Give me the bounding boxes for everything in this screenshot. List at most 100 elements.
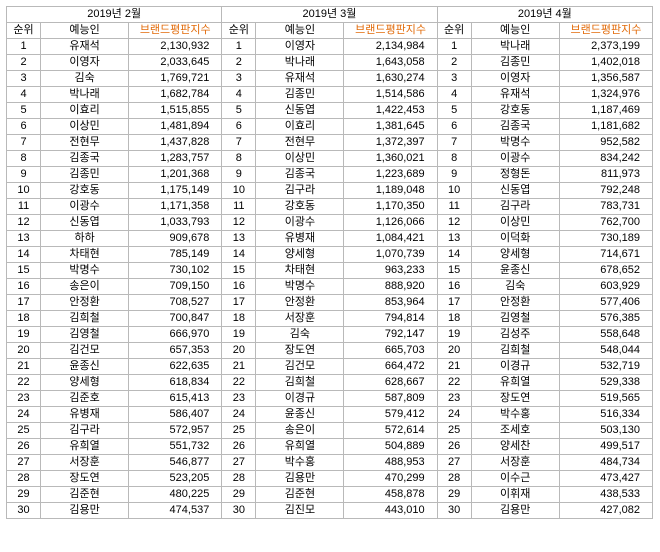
index-cell: 792,147 bbox=[343, 326, 438, 343]
name-cell: 박나래 bbox=[255, 54, 345, 71]
name-cell: 강호동 bbox=[255, 198, 345, 215]
index-cell: 1,356,587 bbox=[558, 70, 654, 87]
index-cell: 1,126,066 bbox=[343, 214, 438, 231]
name-cell: 조세호 bbox=[470, 422, 560, 439]
rank-cell: 30 bbox=[221, 502, 257, 519]
month-header-apr: 2019년 4월 bbox=[436, 6, 654, 23]
month-header-mar: 2019년 3월 bbox=[221, 6, 438, 23]
name-cell: 김구라 bbox=[255, 182, 345, 199]
rank-cell: 10 bbox=[436, 182, 472, 199]
name-cell: 김종민 bbox=[470, 54, 560, 71]
rank-cell: 8 bbox=[5, 150, 42, 167]
rank-cell: 11 bbox=[436, 198, 472, 215]
page: 2019년 2월 2019년 3월 2019년 4월 순위 예능인 브랜드평판지… bbox=[5, 6, 654, 519]
index-cell: 2,033,645 bbox=[128, 54, 223, 71]
name-cell: 차태현 bbox=[40, 246, 130, 263]
index-cell: 1,360,021 bbox=[343, 150, 438, 167]
rank-cell: 18 bbox=[436, 310, 472, 327]
index-cell: 551,732 bbox=[128, 438, 223, 455]
table-row: 9 김종민 1,201,368 9 김종국 1,223,689 9 정형돈 811,973 bbox=[5, 166, 654, 183]
name-cell: 김준현 bbox=[40, 486, 130, 503]
index-cell: 458,878 bbox=[343, 486, 438, 503]
name-cell: 김성주 bbox=[470, 326, 560, 343]
name-cell: 김용만 bbox=[470, 502, 560, 519]
table-row: 11 이광수 1,171,358 11 강호동 1,170,350 11 김구라 783,731 bbox=[5, 198, 654, 215]
name-cell: 정형돈 bbox=[470, 166, 560, 183]
table-row: 4 박나래 1,682,784 4 김종민 1,514,586 4 유재석 1,324,976 bbox=[5, 86, 654, 103]
index-cell: 666,970 bbox=[128, 326, 223, 343]
name-cell: 신동엽 bbox=[40, 214, 130, 231]
rank-cell: 25 bbox=[221, 422, 257, 439]
index-cell: 579,412 bbox=[343, 406, 438, 423]
name-cell: 박나래 bbox=[40, 86, 130, 103]
name-cell: 김희철 bbox=[255, 374, 345, 391]
index-cell: 952,582 bbox=[558, 134, 654, 151]
rank-cell: 1 bbox=[5, 38, 42, 55]
name-cell: 이상민 bbox=[255, 150, 345, 167]
index-cell: 1,170,350 bbox=[343, 198, 438, 215]
name-cell: 유희열 bbox=[40, 438, 130, 455]
rank-cell: 17 bbox=[221, 294, 257, 311]
table-row: 15 박명수 730,102 15 차태현 963,233 15 윤종신 678,652 bbox=[5, 262, 654, 279]
name-cell: 김종국 bbox=[40, 150, 130, 167]
name-cell: 양세형 bbox=[255, 246, 345, 263]
rank-cell: 12 bbox=[221, 214, 257, 231]
name-cell: 이상민 bbox=[470, 214, 560, 231]
name-cell: 이휘재 bbox=[470, 486, 560, 503]
index-cell: 700,847 bbox=[128, 310, 223, 327]
rank-cell: 21 bbox=[5, 358, 42, 375]
name-cell: 이효리 bbox=[255, 118, 345, 135]
rank-cell: 6 bbox=[5, 118, 42, 135]
rank-cell: 26 bbox=[436, 438, 472, 455]
name-cell: 김준현 bbox=[255, 486, 345, 503]
rank-cell: 18 bbox=[5, 310, 42, 327]
name-column-header: 예능인 bbox=[470, 22, 560, 39]
rank-cell: 28 bbox=[5, 470, 42, 487]
name-cell: 신동엽 bbox=[255, 102, 345, 119]
index-cell: 546,877 bbox=[128, 454, 223, 471]
name-cell: 김종국 bbox=[255, 166, 345, 183]
rank-cell: 20 bbox=[5, 342, 42, 359]
table-row: 3 김숙 1,769,721 3 유재석 1,630,274 3 이영자 1,356,587 bbox=[5, 70, 654, 87]
index-cell: 529,338 bbox=[558, 374, 654, 391]
name-cell: 김희철 bbox=[40, 310, 130, 327]
name-cell: 이경규 bbox=[255, 390, 345, 407]
index-cell: 1,084,421 bbox=[343, 230, 438, 247]
rank-cell: 29 bbox=[5, 486, 42, 503]
index-cell: 811,973 bbox=[558, 166, 654, 183]
rank-cell: 22 bbox=[221, 374, 257, 391]
index-cell: 785,149 bbox=[128, 246, 223, 263]
index-cell: 888,920 bbox=[343, 278, 438, 295]
name-cell: 박나래 bbox=[470, 38, 560, 55]
table-row: 7 전현무 1,437,828 7 전현무 1,372,397 7 박명수 952,582 bbox=[5, 134, 654, 151]
index-cell: 1,189,048 bbox=[343, 182, 438, 199]
index-cell: 548,044 bbox=[558, 342, 654, 359]
rank-cell: 27 bbox=[221, 454, 257, 471]
index-cell: 730,102 bbox=[128, 262, 223, 279]
rank-cell: 10 bbox=[5, 182, 42, 199]
index-cell: 708,527 bbox=[128, 294, 223, 311]
name-cell: 전현무 bbox=[255, 134, 345, 151]
rank-cell: 5 bbox=[5, 102, 42, 119]
name-cell: 유재석 bbox=[40, 38, 130, 55]
index-column-header: 브랜드평판지수 bbox=[343, 22, 438, 39]
table-row: 20 김건모 657,353 20 장도연 665,703 20 김희철 548,044 bbox=[5, 342, 654, 359]
rank-cell: 14 bbox=[5, 246, 42, 263]
rank-cell: 13 bbox=[436, 230, 472, 247]
rank-cell: 25 bbox=[436, 422, 472, 439]
name-cell: 이광수 bbox=[255, 214, 345, 231]
index-cell: 1,187,469 bbox=[558, 102, 654, 119]
rank-cell: 3 bbox=[436, 70, 472, 87]
rank-cell: 11 bbox=[5, 198, 42, 215]
rank-cell: 17 bbox=[5, 294, 42, 311]
index-cell: 427,082 bbox=[558, 502, 654, 519]
index-cell: 909,678 bbox=[128, 230, 223, 247]
index-cell: 532,719 bbox=[558, 358, 654, 375]
name-cell: 김숙 bbox=[255, 326, 345, 343]
rank-cell: 1 bbox=[436, 38, 472, 55]
table-row: 2 이영자 2,033,645 2 박나래 1,643,058 2 김종민 1,402,018 bbox=[5, 54, 654, 71]
table-row: 17 안정환 708,527 17 안정환 853,964 17 안정환 577,406 bbox=[5, 294, 654, 311]
name-cell: 이덕화 bbox=[470, 230, 560, 247]
index-cell: 730,189 bbox=[558, 230, 654, 247]
index-cell: 664,472 bbox=[343, 358, 438, 375]
